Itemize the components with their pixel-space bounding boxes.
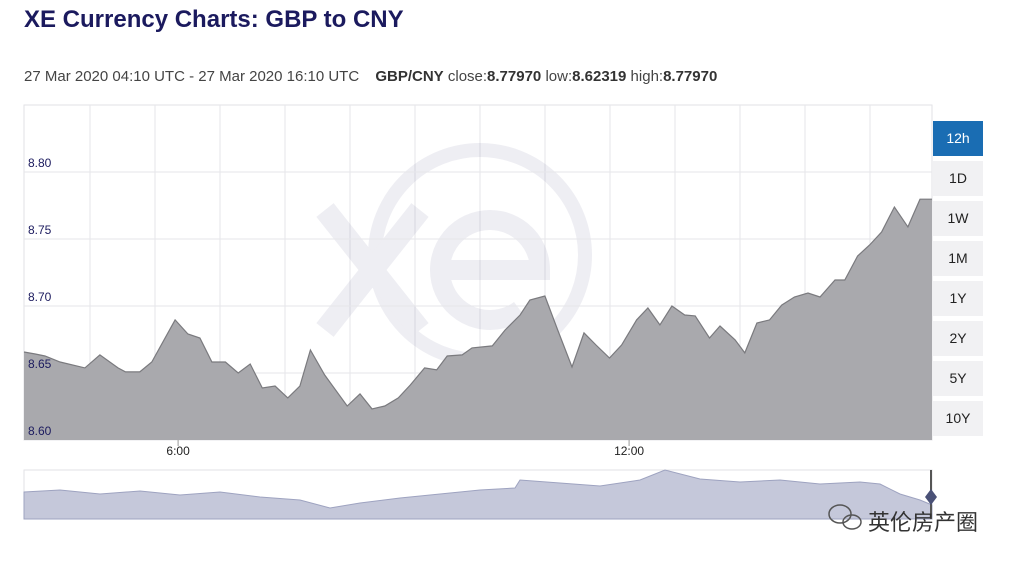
range-button[interactable]: 1M [933,241,983,276]
pair: GBP/CNY [375,68,444,85]
title: XE Currency Charts: GBP to CNY [24,6,404,33]
range-button[interactable]: 5Y [933,361,983,396]
range-button[interactable]: 1D [933,161,983,196]
area [24,199,932,440]
high-label: high: [630,68,664,85]
date-range: 27 Mar 2020 04:10 UTC - 27 Mar 2020 16:1… [24,68,360,85]
y-tick-label: 8.70 [28,290,52,304]
range-button[interactable]: 12h [933,121,983,156]
x-tick-label: 12:00 [614,444,644,458]
plot-layer: 8.60 8.65 8.70 8.75 8.80 6:00 12:00 [23,156,932,458]
navigator-series [23,469,933,520]
navigator-handle-grip[interactable] [925,489,937,505]
y-tick-label: 8.75 [28,223,52,237]
close-label: close: [447,68,488,85]
x-tick-label: 6:00 [166,444,190,458]
close-value: 8.77970 [487,68,542,85]
high-value: 8.77970 [663,68,718,85]
low-label: low: [545,68,573,85]
range-button[interactable]: 10Y [933,401,983,436]
y-tick-label: 8.80 [28,156,52,170]
range-button[interactable]: 2Y [933,321,983,356]
subtitle: 27 Mar 2020 04:10 UTC - 27 Mar 2020 16:1… [24,68,717,85]
wechat-icon [828,504,862,530]
line [23,198,932,410]
low-value: 8.62319 [572,68,627,85]
range-button[interactable]: 1W [933,201,983,236]
y-tick-label: 8.60 [28,424,52,438]
range-button[interactable]: 1Y [933,281,983,316]
y-tick-label: 8.65 [28,357,52,371]
watermark: 英伦房产圈 [868,511,979,536]
